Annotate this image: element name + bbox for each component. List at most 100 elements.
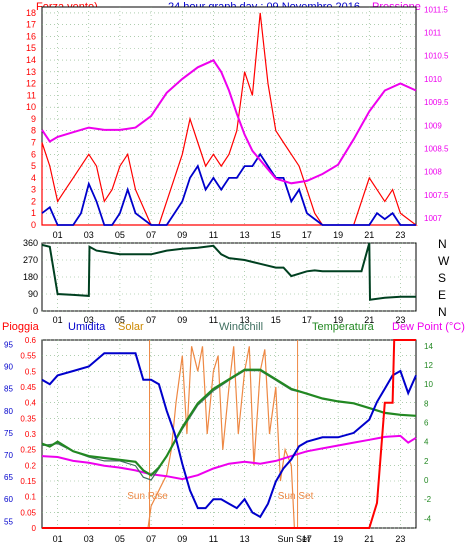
direction-tick-label: 0 [33, 306, 38, 316]
temperature-tick-label: 2 [424, 457, 429, 466]
wind-tick-label: 13 [26, 67, 36, 77]
hour-tick-label: 01 [53, 230, 63, 240]
rain-tick-label: 0.45 [20, 383, 36, 392]
temperature-tick-label: 0 [424, 476, 429, 485]
wind-tick-label: 17 [26, 20, 36, 30]
hour-tick-label: 07 [146, 230, 156, 240]
wind-tick-label: 7 [31, 138, 36, 148]
wind-tick-label: 1 [31, 208, 36, 218]
hour-tick-label: 03 [84, 534, 94, 544]
hour-tick-label: 17 [302, 230, 312, 240]
compass-label: E [438, 288, 446, 302]
wind-tick-label: 15 [26, 43, 36, 53]
direction-tick-label: 90 [28, 289, 38, 299]
hour-tick-label: 09 [177, 230, 187, 240]
humidity-tick-label: 80 [4, 407, 13, 416]
solar-line [147, 346, 295, 529]
temperature-line [41, 368, 417, 477]
rain-tick-label: 0.6 [25, 336, 37, 345]
rain-tick-label: 0.15 [20, 477, 36, 486]
temperature-tick-label: -2 [424, 495, 432, 504]
pressure-tick-label: 1007 [424, 214, 442, 223]
pressure-tick-label: 1011 [424, 29, 442, 38]
humidity-tick-label: 75 [4, 429, 13, 438]
dewpoint-line [41, 434, 417, 481]
wind-gust-line [41, 12, 418, 226]
sunset-label: Sun Set [278, 491, 314, 502]
pressure-tick-label: 1009.5 [424, 98, 449, 107]
wind-tick-label: 9 [31, 114, 36, 124]
wind-tick-label: 6 [31, 149, 36, 159]
temperature-tick-label: 14 [424, 342, 433, 351]
temp-panel-frame [41, 339, 417, 529]
humidity-tick-label: 65 [4, 473, 13, 482]
humidity-tick-label: 70 [4, 451, 13, 460]
hour-tick-label: 17 [302, 534, 312, 544]
wind-pressure-panel: 012345678910111213141516171810071007.510… [26, 5, 449, 240]
rain-tick-label: 0.05 [20, 508, 36, 517]
hour-tick-label: 21 [364, 315, 374, 325]
pressure-tick-label: 1007.5 [424, 191, 449, 200]
hour-tick-label: 23 [395, 315, 405, 325]
hour-tick-label: 13 [240, 315, 250, 325]
pressure-tick-label: 1008 [424, 168, 442, 177]
humidity-tick-label: 60 [4, 495, 13, 504]
sunset-tick-label: Sun Set [278, 534, 311, 544]
rain-tick-label: 0.25 [20, 446, 36, 455]
temperature-humidity-panel: 0 0.05 0.1 0.15 0.2 0.25 0.3 0.35 0.4 0.45 0.5 0.55… [4, 336, 433, 544]
sunrise-label: Sun Rise [127, 491, 168, 502]
solar-axis-label: Solar [118, 321, 144, 333]
hour-tick-label: 05 [115, 534, 125, 544]
hour-tick-label: 05 [115, 315, 125, 325]
windchill-axis-label: Windchill [219, 321, 263, 333]
direction-panel-frame [41, 242, 417, 312]
wind-tick-label: 3 [31, 185, 36, 195]
temperature-axis-label: Temperatura [312, 321, 375, 333]
wind-tick-label: 5 [31, 161, 36, 171]
rain-tick-label: 0.1 [25, 493, 37, 502]
rain-tick-label: 0.2 [25, 461, 37, 470]
hour-tick-label: 15 [271, 230, 281, 240]
temperature-tick-label: 10 [424, 380, 433, 389]
hour-tick-label: 15 [271, 315, 281, 325]
hour-tick-label: 13 [240, 230, 250, 240]
rain-axis-label: Pioggia [2, 321, 40, 333]
hour-tick-label: 07 [146, 315, 156, 325]
hour-tick-label: 11 [209, 230, 218, 240]
wind-tick-label: 2 [31, 196, 36, 206]
rain-tick-label: 0.55 [20, 352, 36, 361]
humidity-tick-label: 95 [4, 340, 13, 349]
hour-tick-label: 21 [364, 230, 374, 240]
hour-tick-label: 03 [84, 315, 94, 325]
wind-tick-label: 16 [26, 31, 36, 41]
hour-tick-label: 23 [395, 534, 405, 544]
hour-tick-label: 13 [240, 534, 250, 544]
humidity-tick-label: 55 [4, 517, 13, 526]
pressure-tick-label: 1011.5 [424, 5, 448, 14]
direction-tick-label: 360 [23, 238, 38, 248]
wind-tick-label: 8 [31, 126, 36, 136]
compass-label: N [438, 305, 447, 319]
rain-tick-label: 0.5 [25, 367, 37, 376]
rain-tick-label: 0.4 [25, 399, 37, 408]
wind-tick-label: 11 [27, 90, 36, 100]
hour-tick-label: 09 [177, 315, 187, 325]
wind-direction-line [41, 242, 416, 301]
hour-tick-label: 23 [395, 230, 405, 240]
pressure-tick-label: 1008.5 [424, 144, 449, 153]
hour-tick-label: 17 [302, 315, 312, 325]
rain-tick-label: 0.3 [25, 430, 37, 439]
temperature-tick-label: 8 [424, 399, 429, 408]
hour-tick-label: 19 [333, 315, 343, 325]
pressure-tick-label: 1010.5 [424, 52, 449, 61]
hour-tick-label: 03 [84, 230, 94, 240]
humidity-tick-label: 90 [4, 363, 13, 372]
dewpoint-axis-label: Dew Point (°C) [392, 321, 465, 333]
wind-tick-label: 0 [31, 220, 36, 230]
pressure-tick-label: 1010 [424, 75, 442, 84]
hour-tick-label: 05 [115, 230, 125, 240]
wind-panel-frame [41, 6, 417, 226]
